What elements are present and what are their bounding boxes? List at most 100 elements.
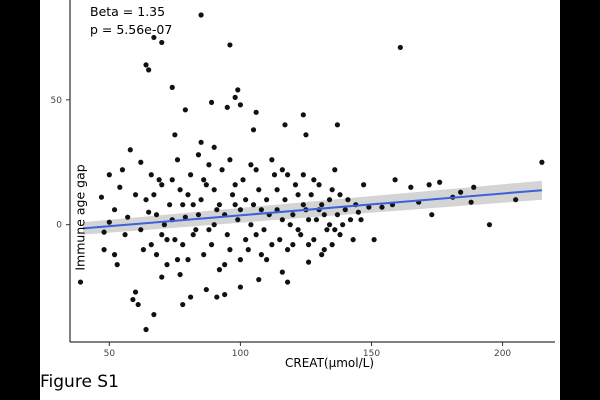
data-point (284, 279, 291, 285)
data-point (122, 232, 128, 238)
data-point (237, 207, 244, 213)
data-point (101, 229, 107, 235)
data-point (232, 202, 238, 208)
data-point (258, 252, 264, 258)
data-point (256, 187, 262, 193)
data-point (358, 217, 364, 223)
data-point (111, 207, 118, 213)
data-point (227, 247, 233, 253)
figure-caption: Figure S1 (40, 372, 119, 392)
data-point (156, 177, 162, 183)
data-point (164, 262, 170, 268)
scatter-plot: 50 100 150 200 0 50 (51, 0, 555, 359)
data-point (153, 212, 160, 218)
data-point (274, 187, 280, 193)
data-point (361, 182, 367, 188)
data-point (279, 217, 285, 223)
data-point (187, 172, 194, 178)
data-point (486, 222, 493, 228)
data-point (345, 197, 351, 203)
confidence-band (83, 180, 542, 235)
data-point (271, 172, 278, 178)
data-point (77, 279, 84, 285)
data-point (313, 217, 320, 223)
data-point (161, 222, 167, 228)
data-point (211, 222, 217, 228)
data-point (366, 204, 372, 210)
data-point (250, 127, 257, 133)
data-point (190, 232, 196, 238)
data-point (146, 209, 152, 215)
data-point (332, 227, 338, 233)
data-point (243, 197, 249, 203)
data-point (132, 192, 139, 198)
data-point (311, 237, 317, 243)
data-point (337, 232, 343, 238)
data-point (229, 192, 236, 198)
data-point (224, 232, 230, 238)
data-point (216, 267, 223, 273)
data-point (277, 237, 283, 243)
data-point (182, 214, 188, 220)
data-point (201, 177, 207, 183)
data-point (143, 326, 149, 333)
data-point (198, 197, 204, 203)
data-point (235, 87, 241, 93)
data-point (148, 172, 154, 178)
data-point (201, 252, 207, 258)
x-axis-label: CREAT(µmol/L) (285, 356, 374, 370)
data-point (135, 301, 141, 308)
data-point (130, 296, 136, 303)
data-point (329, 187, 335, 193)
data-point (468, 199, 474, 205)
y-axis-label: Immune age gap (72, 164, 88, 271)
data-point (355, 209, 361, 215)
data-point (248, 222, 254, 228)
data-point (326, 197, 333, 203)
data-point (256, 276, 262, 283)
data-point (253, 167, 259, 173)
data-point (295, 192, 301, 198)
y-tick-label: 50 (51, 96, 63, 106)
data-point (287, 222, 293, 228)
data-point (342, 207, 348, 213)
data-point (187, 294, 194, 300)
data-point (114, 262, 120, 268)
data-point (222, 262, 228, 268)
data-point (185, 192, 191, 198)
data-point (243, 237, 249, 243)
data-point (300, 172, 306, 178)
data-point (235, 217, 241, 223)
data-point (258, 207, 264, 213)
data-point (471, 184, 477, 190)
data-point (159, 182, 165, 188)
data-point (269, 157, 275, 163)
data-point (539, 159, 545, 165)
data-point (151, 192, 157, 198)
data-point (208, 99, 215, 105)
data-point (253, 232, 259, 238)
data-point (264, 197, 270, 203)
data-point (227, 157, 233, 163)
data-point (350, 237, 356, 243)
data-point (426, 182, 432, 188)
x-tick-label: 50 (104, 349, 116, 359)
data-point (227, 42, 233, 48)
data-point (101, 247, 107, 253)
data-point (172, 237, 178, 243)
data-point (321, 212, 327, 218)
data-points (77, 12, 545, 333)
data-point (245, 247, 251, 253)
data-point (298, 232, 304, 238)
data-point (248, 162, 254, 168)
data-point (138, 159, 144, 165)
data-point (237, 257, 244, 263)
data-point (329, 242, 335, 248)
data-point (159, 274, 165, 280)
data-point (292, 182, 299, 188)
data-point (127, 147, 133, 153)
data-point (437, 179, 443, 185)
data-point (132, 289, 139, 295)
data-point (119, 167, 126, 173)
data-point (117, 184, 123, 190)
